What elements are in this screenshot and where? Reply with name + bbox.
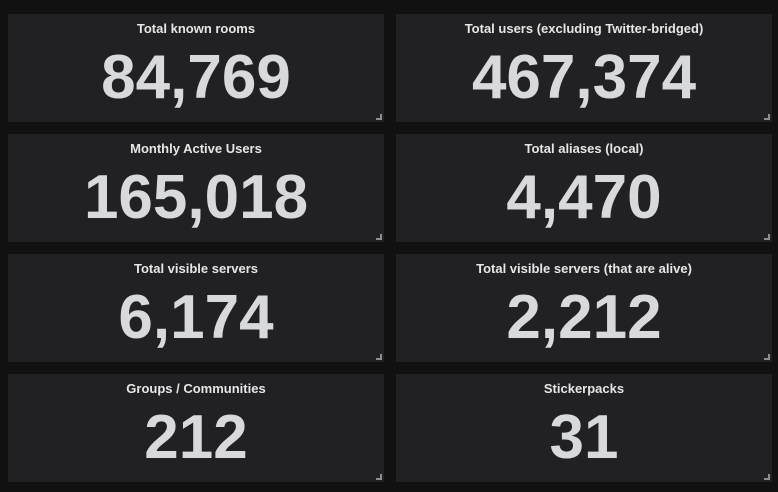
stat-panel-groups-communities[interactable]: Groups / Communities 212 [8, 374, 384, 482]
panel-value: 4,470 [506, 163, 662, 232]
panel-title[interactable]: Groups / Communities [126, 381, 266, 396]
resize-handle-icon[interactable] [376, 234, 382, 240]
stat-panel-total-known-rooms[interactable]: Total known rooms 84,769 [8, 14, 384, 122]
panel-value: 165,018 [83, 163, 309, 232]
panel-title[interactable]: Total users (excluding Twitter-bridged) [464, 21, 704, 36]
panel-value: 84,769 [101, 43, 291, 112]
panel-title[interactable]: Total visible servers (that are alive) [476, 261, 692, 276]
resize-handle-icon[interactable] [376, 114, 382, 120]
panel-title[interactable]: Stickerpacks [543, 381, 625, 396]
stat-panel-monthly-active-users[interactable]: Monthly Active Users 165,018 [8, 134, 384, 242]
panel-value: 31 [549, 403, 619, 472]
panel-title[interactable]: Total known rooms [136, 21, 256, 36]
resize-handle-icon[interactable] [764, 234, 770, 240]
panel-value: 212 [144, 403, 248, 472]
panel-title[interactable]: Total visible servers [133, 261, 259, 276]
stat-panel-total-aliases[interactable]: Total aliases (local) 4,470 [396, 134, 772, 242]
panel-title[interactable]: Total aliases (local) [524, 141, 644, 156]
resize-handle-icon[interactable] [764, 474, 770, 480]
stat-panel-total-users[interactable]: Total users (excluding Twitter-bridged) … [396, 14, 772, 122]
resize-handle-icon[interactable] [376, 354, 382, 360]
panel-value: 467,374 [471, 43, 697, 112]
resize-handle-icon[interactable] [376, 474, 382, 480]
resize-handle-icon[interactable] [764, 114, 770, 120]
resize-handle-icon[interactable] [764, 354, 770, 360]
stat-panel-total-visible-servers[interactable]: Total visible servers 6,174 [8, 254, 384, 362]
panel-value: 6,174 [118, 283, 274, 352]
stat-panel-stickerpacks[interactable]: Stickerpacks 31 [396, 374, 772, 482]
panel-title[interactable]: Monthly Active Users [130, 141, 262, 156]
stat-panel-visible-servers-alive[interactable]: Total visible servers (that are alive) 2… [396, 254, 772, 362]
panel-value: 2,212 [506, 283, 662, 352]
